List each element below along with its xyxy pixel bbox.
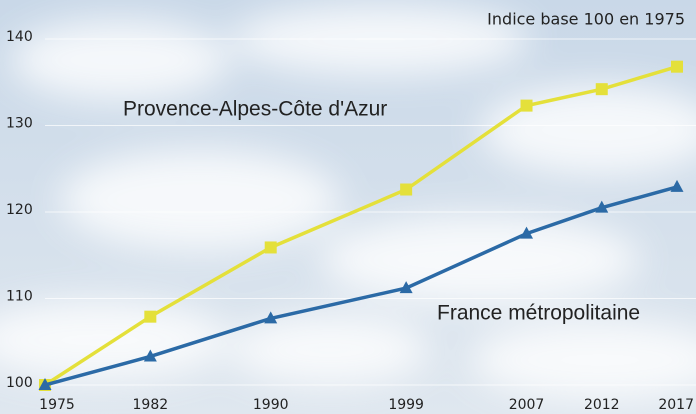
x-tick-label: 2017 [658,397,694,413]
x-tick-label: 1990 [253,397,289,413]
marker [144,310,157,323]
marker [520,99,533,112]
marker [520,226,534,239]
annotation: Indice base 100 en 1975 [487,10,685,29]
series-label: France métropolitaine [437,302,640,325]
marker [264,241,277,254]
marker [399,281,413,294]
clouds [0,5,696,400]
marker [671,60,683,73]
marker [595,83,608,96]
x-tick-label: 1982 [133,397,169,413]
marker [143,349,157,362]
marker [400,183,413,196]
y-tick-label: 130 [6,116,33,132]
x-tick-label: 1975 [39,397,75,413]
y-tick-label: 120 [6,202,33,218]
x-tick-label: 2007 [509,397,545,413]
y-tick-label: 140 [6,29,33,45]
marker [595,200,609,213]
marker [670,179,684,192]
y-tick-label: 100 [6,375,33,391]
x-tick-label: 2012 [584,397,620,413]
marker [264,311,278,324]
series-label: Provence-Alpes-Côte d'Azur [123,98,387,121]
marker [38,378,52,390]
x-tick-label: 1999 [388,397,424,413]
y-tick-label: 110 [6,289,33,305]
